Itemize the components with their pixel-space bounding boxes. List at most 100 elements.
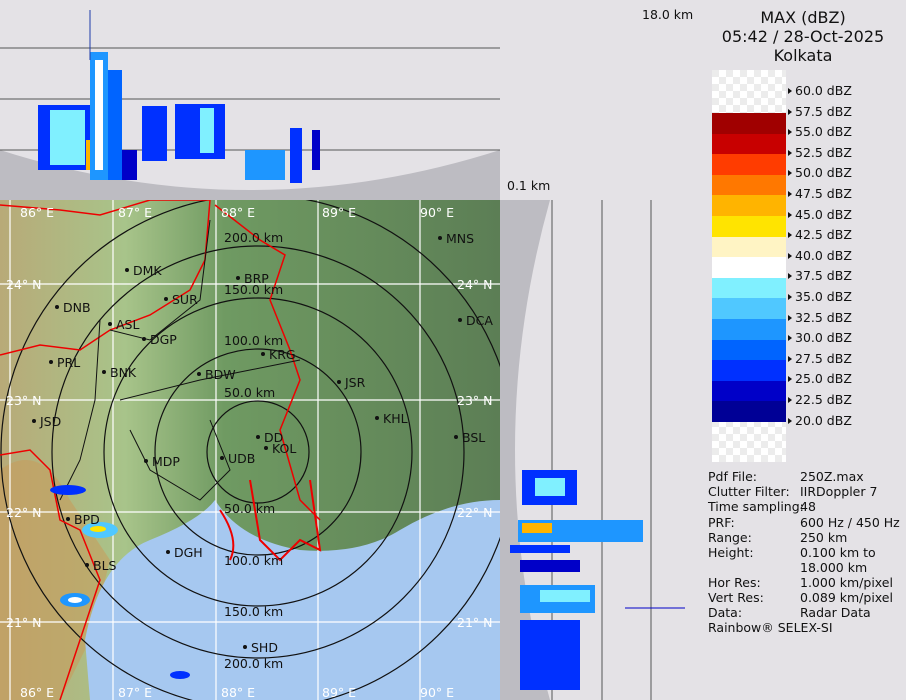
legend-label: 42.5 dBZ xyxy=(788,227,852,242)
graticule xyxy=(0,200,500,700)
legend-panel: MAX (dBZ) 05:42 / 28-Oct-2025 Kolkata xyxy=(700,0,906,700)
city-dot xyxy=(261,352,265,356)
longitude-label: 87° E xyxy=(118,685,152,700)
city-marker: SUR xyxy=(164,292,198,307)
city-dot xyxy=(375,416,379,420)
info-value: 18.000 km xyxy=(800,560,868,575)
city-dot xyxy=(164,297,168,301)
legend-label: 50.0 dBZ xyxy=(788,165,852,180)
range-ring-label: 200.0 km xyxy=(224,230,283,245)
sea xyxy=(85,500,500,700)
info-value: 0.089 km/pixel xyxy=(800,590,893,605)
info-key: PRF: xyxy=(708,515,735,530)
legend-label: 20.0 dBZ xyxy=(788,413,852,428)
datetime: 05:42 / 28-Oct-2025 xyxy=(721,27,885,46)
city-dot xyxy=(166,550,170,554)
city-label: SUR xyxy=(172,292,198,307)
city-dot xyxy=(66,517,70,521)
city-dot xyxy=(32,419,36,423)
color-band xyxy=(712,174,786,196)
info-value: 48 xyxy=(800,499,816,514)
city-dot xyxy=(144,459,148,463)
info-value: 0.100 km to xyxy=(800,545,876,560)
city-marker: MDP xyxy=(144,454,180,469)
city-label: DGP xyxy=(150,332,177,347)
city-label: DNB xyxy=(63,300,91,315)
city-marker: DGH xyxy=(166,545,203,560)
city-marker: JSR xyxy=(337,375,366,390)
city-label: BRP xyxy=(244,271,269,286)
color-band xyxy=(712,401,786,422)
longitude-label: 88° E xyxy=(221,685,255,700)
range-ring-label: 150.0 km xyxy=(224,604,283,619)
city-label: JSR xyxy=(344,375,366,390)
legend-label: 25.0 dBZ xyxy=(788,371,852,386)
info-value: 250 km xyxy=(800,530,848,545)
legend-label: 47.5 dBZ xyxy=(788,186,852,201)
color-band xyxy=(712,216,786,237)
range-rings xyxy=(0,200,500,700)
city-dot xyxy=(125,268,129,272)
radar-map: 86° E 86° E 87° E 87° E 88° E 88° E 89° E 89° E… xyxy=(0,200,500,700)
city-label: DD xyxy=(264,430,283,445)
longitude-label: 90° E xyxy=(420,685,454,700)
legend-label: 22.5 dBZ xyxy=(788,392,852,407)
color-scale xyxy=(712,70,786,462)
info-value: Radar Data xyxy=(800,605,871,620)
city-label: KRG xyxy=(269,347,296,362)
range-ring-label: 200.0 km xyxy=(224,656,283,671)
range-ring-label: 50.0 km xyxy=(224,501,275,516)
info-value: IIRDoppler 7 xyxy=(800,484,878,499)
info-key: Vert Res: xyxy=(708,590,764,605)
range-ring-label: 50.0 km xyxy=(224,385,275,400)
city-marker: BPD xyxy=(66,512,100,527)
color-band xyxy=(712,298,786,319)
city-label: DMK xyxy=(133,263,162,278)
range-ring-label: 100.0 km xyxy=(224,553,283,568)
city-marker: KHL xyxy=(375,411,408,426)
longitude-label: 87° E xyxy=(118,205,152,220)
product-title: MAX (dBZ) xyxy=(760,8,846,27)
latitude-label: 21° N xyxy=(6,615,41,630)
color-band xyxy=(712,236,786,258)
city-marker: BDW xyxy=(197,367,236,382)
city-label: BSL xyxy=(462,430,485,445)
latitude-label: 23° N xyxy=(457,393,492,408)
city-marker: UDB xyxy=(220,451,255,466)
color-band xyxy=(712,133,786,155)
legend-label: 32.5 dBZ xyxy=(788,310,852,325)
ring-labels: 50.0 km 50.0 km 100.0 km 100.0 km 150.0 km 15… xyxy=(224,230,283,671)
latitude-label: 22° N xyxy=(457,505,492,520)
station-name: Kolkata xyxy=(773,46,833,65)
city-dot xyxy=(85,563,89,567)
latitude-label: 21° N xyxy=(457,615,492,630)
info-key: Data: xyxy=(708,605,743,620)
city-label: BLS xyxy=(93,558,117,573)
city-dot xyxy=(438,236,442,240)
range-ring-label: 100.0 km xyxy=(224,333,283,348)
city-marker: BLS xyxy=(85,558,117,573)
legend-label: 30.0 dBZ xyxy=(788,330,852,345)
echo-profile xyxy=(510,470,685,690)
city-marker: DD xyxy=(256,430,283,445)
footer-credit: Rainbow® SELEX-SI xyxy=(708,620,833,635)
city-label: BNK xyxy=(110,365,137,380)
city-label: DGH xyxy=(174,545,203,560)
city-label: KHL xyxy=(383,411,408,426)
latitude-label: 22° N xyxy=(6,505,41,520)
bottom-height-label: 0.1 km xyxy=(507,178,551,193)
city-dot xyxy=(236,276,240,280)
city-label: SHD xyxy=(251,640,278,655)
longitude-label: 89° E xyxy=(322,685,356,700)
city-dot xyxy=(49,360,53,364)
city-label: ASL xyxy=(116,317,139,332)
legend-label: 52.5 dBZ xyxy=(788,145,852,160)
city-marker: DMK xyxy=(125,263,162,278)
longitude-label: 86° E xyxy=(20,205,54,220)
terrain-wedge xyxy=(500,200,550,700)
city-dot xyxy=(243,645,247,649)
city-marker: MNS xyxy=(438,231,474,246)
terrain-wedge xyxy=(0,150,500,200)
info-value: 600 Hz / 450 Hz xyxy=(800,515,900,530)
city-marker: BSL xyxy=(454,430,485,445)
